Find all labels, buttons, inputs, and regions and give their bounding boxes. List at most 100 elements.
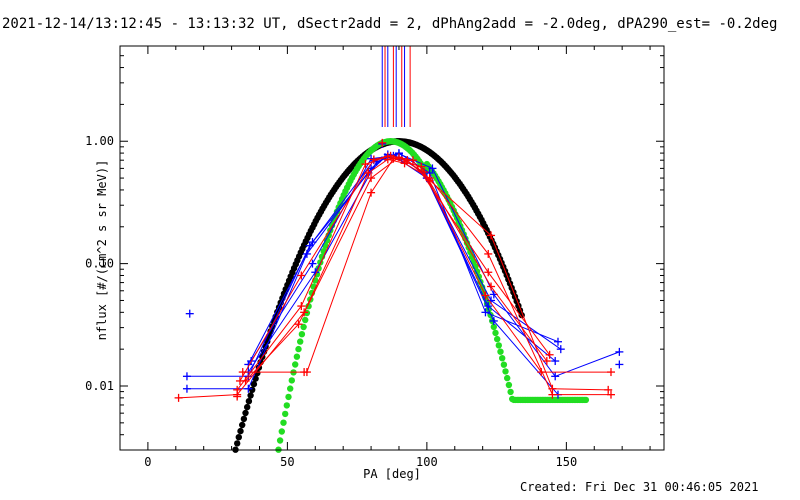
fit-point bbox=[507, 388, 514, 396]
fit-point bbox=[499, 355, 506, 362]
data-point bbox=[481, 308, 490, 317]
fit-point bbox=[239, 421, 246, 429]
data-point bbox=[182, 372, 191, 381]
data-point bbox=[615, 347, 624, 356]
fit-point bbox=[500, 361, 508, 368]
data-point bbox=[361, 160, 370, 169]
data-point bbox=[489, 316, 498, 325]
fit-point bbox=[276, 437, 284, 444]
fit-point bbox=[234, 440, 241, 447]
data-point bbox=[606, 368, 615, 377]
fit-point bbox=[505, 381, 513, 389]
vertical-markers bbox=[381, 46, 411, 127]
data-point bbox=[553, 337, 562, 346]
fit-point bbox=[249, 386, 256, 393]
data-point bbox=[244, 384, 253, 393]
fit-point bbox=[297, 338, 304, 345]
fit-point bbox=[288, 377, 295, 384]
fit-point bbox=[323, 237, 331, 244]
data-point bbox=[420, 168, 429, 177]
series-line bbox=[247, 153, 620, 377]
data-point bbox=[408, 156, 417, 165]
data-point bbox=[182, 384, 191, 393]
data-point bbox=[378, 138, 387, 147]
data-point bbox=[484, 268, 493, 277]
data-point bbox=[233, 385, 242, 394]
data-series bbox=[174, 138, 624, 402]
fit-point bbox=[497, 348, 504, 355]
fit-point bbox=[285, 393, 292, 401]
fit-point bbox=[293, 353, 301, 360]
fit-point bbox=[582, 396, 590, 404]
x-tick-label: 150 bbox=[556, 455, 578, 469]
data-point bbox=[545, 350, 554, 359]
data-point bbox=[367, 174, 376, 183]
data-point bbox=[300, 368, 309, 377]
fit-point bbox=[490, 323, 497, 331]
fit-point bbox=[278, 428, 285, 435]
fit-point bbox=[244, 403, 251, 411]
data-point bbox=[481, 291, 490, 300]
fit-point bbox=[468, 253, 476, 260]
x-axis-label: PA [deg] bbox=[363, 467, 421, 481]
axes: 0 50 100 150 0.01 0.10 1.00 bbox=[85, 45, 664, 469]
fit-point bbox=[504, 374, 511, 382]
fit-point bbox=[302, 316, 309, 324]
x-tick-label: 0 bbox=[144, 455, 151, 469]
fit-point bbox=[295, 345, 302, 353]
fit-point bbox=[292, 361, 299, 368]
fit-point bbox=[252, 375, 259, 382]
data-point bbox=[308, 238, 317, 247]
fit-point bbox=[280, 419, 287, 426]
fit-point bbox=[492, 329, 499, 337]
data-point bbox=[294, 320, 303, 329]
data-point bbox=[551, 372, 560, 381]
data-point bbox=[556, 345, 565, 354]
data-point bbox=[487, 231, 496, 240]
data-point bbox=[542, 357, 551, 366]
data-point bbox=[233, 392, 242, 401]
fit-point bbox=[242, 409, 249, 417]
created-timestamp: Created: Fri Dec 31 00:46:05 2021 bbox=[520, 480, 759, 494]
data-point bbox=[241, 376, 250, 385]
data-point bbox=[174, 393, 183, 402]
data-point bbox=[548, 384, 557, 393]
data-point bbox=[604, 385, 613, 394]
fit-point bbox=[283, 402, 290, 409]
fit-point bbox=[240, 415, 248, 423]
data-point bbox=[484, 249, 493, 258]
data-point bbox=[615, 360, 624, 369]
fit-point bbox=[298, 331, 306, 338]
fit-point bbox=[494, 335, 501, 343]
y-tick-label: 0.01 bbox=[85, 379, 114, 393]
data-point bbox=[417, 162, 426, 171]
data-point bbox=[428, 164, 437, 173]
plot-frame bbox=[119, 45, 665, 451]
x-tick-label: 100 bbox=[416, 455, 438, 469]
fit-point bbox=[247, 392, 254, 399]
chart-title: 2021-12-14/13:12:45 - 13:13:32 UT, dSect… bbox=[2, 16, 778, 32]
data-point bbox=[484, 302, 493, 311]
data-point bbox=[394, 153, 403, 162]
fit-point bbox=[282, 410, 289, 418]
fit-point bbox=[250, 380, 258, 388]
fit-point bbox=[235, 434, 242, 441]
data-point bbox=[386, 151, 395, 160]
series-line bbox=[178, 158, 611, 399]
y-axis-label: nflux [#/(cm^2 s sr MeV)] bbox=[95, 160, 109, 341]
data-point bbox=[367, 188, 376, 197]
data-point bbox=[369, 155, 378, 164]
data-point bbox=[297, 271, 306, 280]
data-point bbox=[487, 282, 496, 291]
y-tick-label: 0.10 bbox=[85, 257, 114, 271]
y-tick-label: 1.00 bbox=[85, 134, 114, 148]
data-point bbox=[308, 259, 317, 268]
x-tick-label: 50 bbox=[280, 455, 294, 469]
fit-point bbox=[502, 368, 509, 375]
data-point bbox=[606, 390, 615, 399]
fit-point bbox=[245, 398, 253, 405]
data-point bbox=[537, 368, 546, 377]
data-point bbox=[185, 309, 194, 318]
fit-point bbox=[495, 342, 502, 349]
